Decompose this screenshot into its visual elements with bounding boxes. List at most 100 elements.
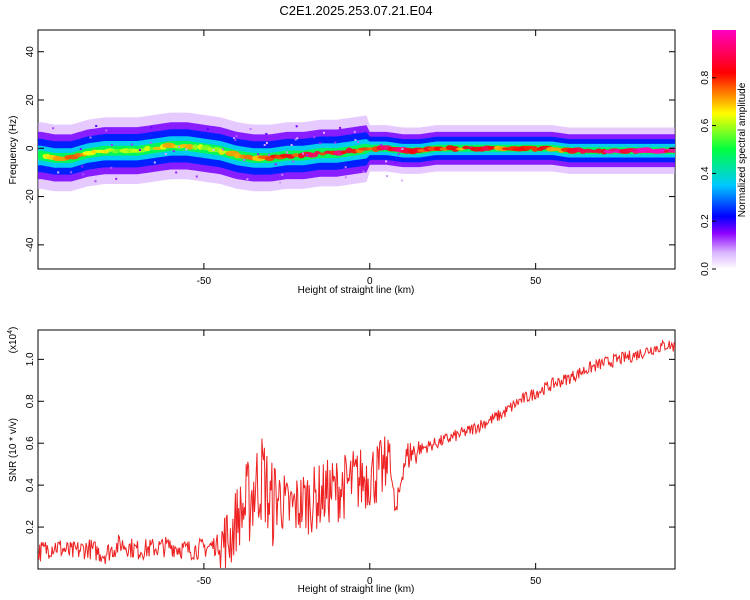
spectrogram-speckle — [319, 142, 321, 144]
spectrogram-y-tick-label: -40 — [25, 237, 36, 252]
spectrogram-speckle — [385, 160, 387, 162]
spectrogram-speckle — [323, 132, 325, 134]
snr-frame — [38, 330, 675, 569]
spectrogram-speckle — [268, 154, 270, 156]
spectrogram-speckle — [266, 142, 268, 144]
spectrogram-speckle — [339, 127, 341, 129]
spectrogram-speckle — [115, 178, 117, 180]
spectrogram-speckle — [334, 142, 336, 144]
spectrogram-speckle — [281, 174, 283, 176]
spectrogram-speckle — [150, 142, 152, 144]
spectrogram-x-label: Height of straight line (km) — [298, 285, 415, 296]
spectrogram-speckle — [354, 139, 356, 141]
spectrogram-speckle — [196, 176, 198, 178]
spectrogram-speckle — [57, 171, 59, 173]
spectrogram-cell — [192, 144, 198, 150]
spectrogram-speckle — [80, 148, 82, 150]
spectrogram-speckle — [234, 139, 236, 141]
spectrogram-speckle — [111, 144, 113, 146]
spectrogram-speckle — [354, 131, 356, 133]
spectrogram-speckle — [154, 162, 156, 164]
spectrogram-y-tick-label: 20 — [25, 94, 36, 106]
spectrogram-speckle — [357, 141, 359, 143]
spectrogram-y-label: Frequency (Hz) — [8, 116, 19, 185]
spectrogram-speckle — [131, 144, 133, 146]
spectrogram-speckle — [150, 127, 152, 129]
spectrogram-speckle — [236, 135, 238, 137]
spectrogram-speckle — [265, 133, 267, 135]
spectrogram-speckle — [243, 159, 245, 161]
spectrogram-speckle — [386, 175, 388, 177]
spectrogram-x-tick-label: -50 — [197, 276, 212, 287]
spectrogram-speckle — [302, 153, 304, 155]
spectrogram-speckle — [246, 178, 248, 180]
spectrogram-speckle — [292, 161, 294, 163]
spectrogram-speckle — [207, 128, 209, 130]
snr-y-label: SNR (10 * v/v) — [8, 418, 19, 482]
snr-y-tick-label: 0.2 — [25, 520, 36, 534]
spectrogram-speckle — [394, 162, 396, 164]
spectrogram-speckle — [90, 137, 92, 139]
colorbar-gradient — [712, 30, 736, 269]
spectrogram-speckle — [82, 173, 84, 175]
spectrogram-speckle — [46, 134, 48, 136]
colorbar-tick-label: 0.6 — [700, 118, 711, 132]
spectrogram-speckle — [296, 137, 298, 139]
spectrogram-speckle — [70, 171, 72, 173]
spectrogram-speckle — [95, 180, 97, 182]
spectrogram-speckle — [401, 148, 403, 150]
snr-x-tick-label: -50 — [197, 576, 212, 587]
spectrogram-speckle — [178, 146, 180, 148]
spectrogram-speckle — [401, 180, 403, 182]
spectrogram-speckle — [250, 128, 252, 130]
spectrogram-y-tick-label: -20 — [25, 189, 36, 204]
spectrogram-speckle — [363, 171, 365, 173]
spectrogram-speckle — [380, 144, 382, 146]
spectrogram-speckle — [291, 144, 293, 146]
snr-panel: -50 0 50 0.2 0.4 0.6 0.8 1.0 Height of straight… — [7, 327, 675, 595]
snr-y-scale-base: (x10 — [8, 333, 19, 353]
spectrogram-speckle — [264, 144, 266, 146]
snr-x-tick-label: 50 — [530, 576, 542, 587]
spectrogram-speckle — [52, 127, 54, 129]
colorbar-tick-label: 0.4 — [700, 166, 711, 180]
spectrogram-speckle — [296, 125, 298, 127]
spectrogram-speckle — [398, 153, 400, 155]
spectrogram-x-tick-label: 50 — [530, 276, 542, 287]
spectrogram-speckle — [233, 137, 235, 139]
spectrogram-speckle — [222, 148, 224, 150]
colorbar-tick-label: 0.8 — [700, 70, 711, 84]
snr-y-tick-label: 0.4 — [25, 478, 36, 492]
spectrogram-speckle — [286, 151, 288, 153]
spectrogram-panel: -50 0 50 -40 -20 0 20 40 Height of straight lin… — [8, 30, 679, 296]
snr-y-scale: (x104) — [7, 327, 19, 354]
snr-x-label: Height of straight line (km) — [298, 584, 415, 595]
snr-y-scale-close: ) — [8, 327, 19, 330]
colorbar-tick-label: 0.0 — [700, 262, 711, 276]
snr-y-tick-label: 0.6 — [25, 436, 36, 450]
spectrogram-speckle — [173, 150, 175, 152]
snr-y-tick-label: 0.8 — [25, 394, 36, 408]
spectrogram-speckle — [313, 136, 315, 138]
spectrogram-speckle — [185, 149, 187, 151]
spectrogram-speckle — [213, 149, 215, 151]
spectrogram-speckle — [110, 167, 112, 169]
spectrogram-speckle — [306, 154, 308, 156]
spectrogram-speckle — [275, 163, 277, 165]
spectrogram-speckle — [165, 153, 167, 155]
spectrogram-speckle — [279, 182, 281, 184]
spectrogram-y-tick-label: 40 — [25, 46, 36, 58]
spectrogram-speckle — [175, 172, 177, 174]
spectrogram-speckle — [257, 153, 259, 155]
spectrogram-speckle — [105, 130, 107, 132]
spectrogram-y-tick-label: 0 — [25, 145, 36, 151]
spectrogram-speckle — [345, 166, 347, 168]
colorbar-tick-label: 0.2 — [700, 214, 711, 228]
spectrogram-speckle — [81, 166, 83, 168]
colorbar-label: Normalized spectral amplitude — [737, 82, 748, 217]
spectrogram-speckle — [139, 149, 141, 151]
snr-y-tick-label: 1.0 — [25, 352, 36, 366]
spectrogram-speckle — [95, 125, 97, 127]
colorbar: 0.0 0.2 0.4 0.6 0.8 Normalized spectral ampl… — [700, 30, 748, 276]
